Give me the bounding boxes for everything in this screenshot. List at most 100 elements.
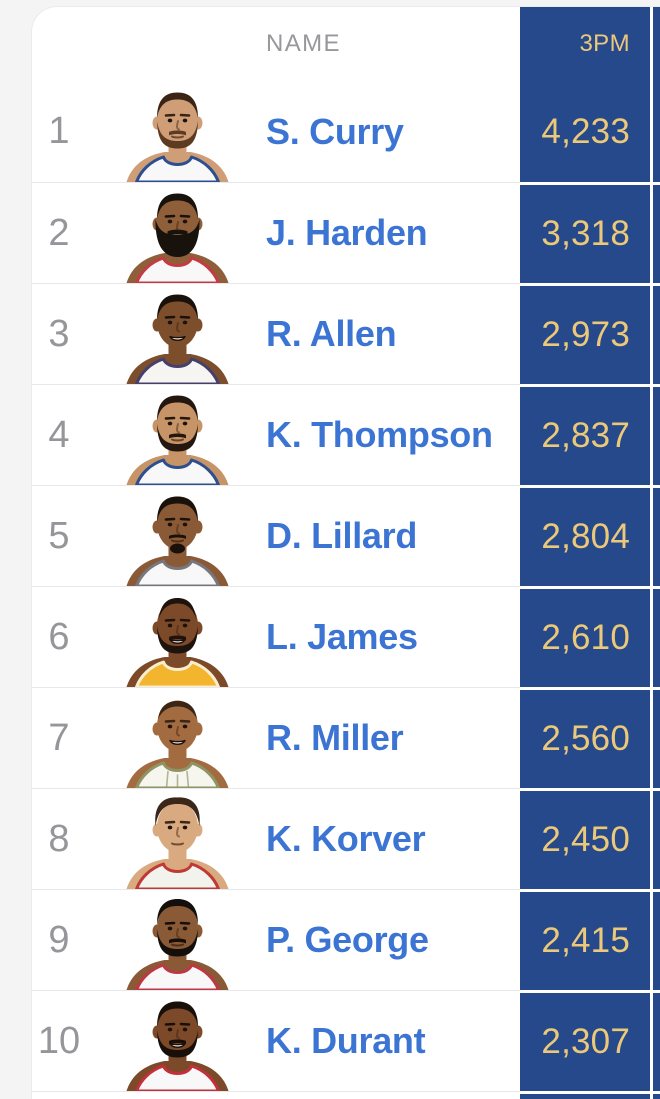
next-column-edge [653, 7, 660, 81]
table-row[interactable]: 2 J. Harden 3,318 [32, 182, 660, 283]
stat-value: 2,450 [541, 820, 630, 859]
player-avatar [120, 391, 235, 485]
avatar-cell [86, 385, 247, 485]
rank-label: 5 [48, 514, 70, 557]
name-cell: D. Lillard [247, 515, 520, 557]
header-left-section: NAME [32, 7, 520, 81]
next-column-edge [653, 286, 660, 384]
name-cell: K. Durant [247, 1020, 520, 1062]
player-avatar [120, 795, 235, 889]
player-name-link[interactable]: J. Harden [266, 212, 428, 253]
column-gap [650, 990, 653, 1091]
avatar-cell [86, 587, 247, 687]
column-gap [650, 7, 653, 81]
table-header-row: NAME 3PM [32, 7, 660, 81]
column-gap [650, 586, 653, 687]
row-left-section: 5 D. Lillard [32, 485, 520, 586]
name-column-header[interactable]: NAME [266, 30, 341, 57]
avatar-column-header-cell [86, 7, 247, 81]
stat-value: 4,233 [541, 111, 630, 151]
player-name-link[interactable]: R. Allen [266, 313, 397, 354]
table-row[interactable]: 1 S. Curry 4,233 [32, 81, 660, 182]
column-gap [650, 1091, 653, 1099]
rank-cell: 1 [32, 110, 86, 153]
rank-cell: 6 [32, 616, 86, 659]
avatar-cell [86, 789, 247, 889]
stat-value: 2,837 [541, 416, 630, 455]
row-left-section: 7 R. Miller [32, 687, 520, 788]
stat-column-header-cell: 3PM [520, 7, 650, 81]
avatar-cell [86, 890, 247, 990]
stat-cell [520, 1094, 650, 1099]
player-name-link[interactable]: R. Miller [266, 717, 404, 758]
rank-cell: 10 [32, 1020, 86, 1063]
player-name-link[interactable]: P. George [266, 919, 429, 960]
next-column-edge [653, 81, 660, 182]
row-left-section: 8 K. Korver [32, 788, 520, 889]
stat-cell: 3,318 [520, 185, 650, 283]
stat-cell: 2,610 [520, 589, 650, 687]
player-avatar [120, 492, 235, 586]
avatar-cell [86, 688, 247, 788]
player-name-link[interactable]: K. Durant [266, 1020, 426, 1061]
table-row[interactable]: 9 P. George 2,415 [32, 889, 660, 990]
next-column-edge [653, 185, 660, 283]
player-avatar [120, 593, 235, 687]
rank-label: 1 [48, 110, 70, 152]
rank-label: 8 [48, 817, 70, 860]
rank-label: 2 [48, 211, 70, 254]
table-row[interactable]: 5 D. Lillard 2,804 [32, 485, 660, 586]
stat-column-header[interactable]: 3PM [579, 30, 630, 57]
column-gap [650, 182, 653, 283]
next-column-edge [653, 993, 660, 1091]
player-name-link[interactable]: K. Thompson [266, 414, 493, 455]
player-name-link[interactable]: S. Curry [266, 110, 404, 152]
row-left-section: 1 S. Curry [32, 81, 520, 182]
row-left-section: 6 L. James [32, 586, 520, 687]
stat-cell: 2,837 [520, 387, 650, 485]
player-avatar [120, 997, 235, 1091]
table-row-partial [32, 1091, 660, 1099]
stat-cell: 2,973 [520, 286, 650, 384]
table-row[interactable]: 8 K. Korver 2,450 [32, 788, 660, 889]
next-column-edge [653, 488, 660, 586]
stat-value: 2,804 [541, 517, 630, 556]
table-row[interactable]: 4 K. Thompson 2,837 [32, 384, 660, 485]
column-gap [650, 81, 653, 182]
column-gap [650, 283, 653, 384]
table-row[interactable]: 6 L. James 2,610 [32, 586, 660, 687]
stat-value: 3,318 [541, 214, 630, 253]
stat-value: 2,610 [541, 618, 630, 657]
player-avatar [120, 88, 235, 182]
table-row[interactable]: 3 R. Allen 2,973 [32, 283, 660, 384]
player-name-link[interactable]: D. Lillard [266, 515, 418, 556]
rank-label: 6 [48, 615, 70, 658]
rank-cell: 5 [32, 515, 86, 558]
player-avatar [120, 896, 235, 990]
avatar-cell [86, 486, 247, 586]
row-left-section: 4 K. Thompson [32, 384, 520, 485]
next-column-edge [653, 387, 660, 485]
name-cell: P. George [247, 919, 520, 961]
stat-cell: 2,450 [520, 791, 650, 889]
player-avatar [120, 189, 235, 283]
player-name-link[interactable]: K. Korver [266, 818, 426, 859]
table-row[interactable]: 10 K. Durant 2,307 [32, 990, 660, 1091]
rank-cell: 9 [32, 919, 86, 962]
rank-label: 3 [48, 312, 70, 355]
rank-label: 10 [37, 1019, 81, 1062]
leaderboard-card: NAME 3PM 1 S. Curry 4,233 [31, 6, 660, 1099]
stat-value: 2,307 [541, 1022, 630, 1061]
player-name-link[interactable]: L. James [266, 616, 418, 657]
next-column-edge [653, 1094, 660, 1099]
column-gap [650, 485, 653, 586]
table-body: 1 S. Curry 4,233 2 [32, 81, 660, 1091]
rank-label: 4 [48, 413, 70, 456]
column-gap [650, 384, 653, 485]
player-avatar [120, 290, 235, 384]
row-left-section [32, 1091, 520, 1099]
avatar-cell [86, 284, 247, 384]
column-gap [650, 687, 653, 788]
table-row[interactable]: 7 R. Miller 2,560 [32, 687, 660, 788]
row-left-section: 10 K. Durant [32, 990, 520, 1091]
